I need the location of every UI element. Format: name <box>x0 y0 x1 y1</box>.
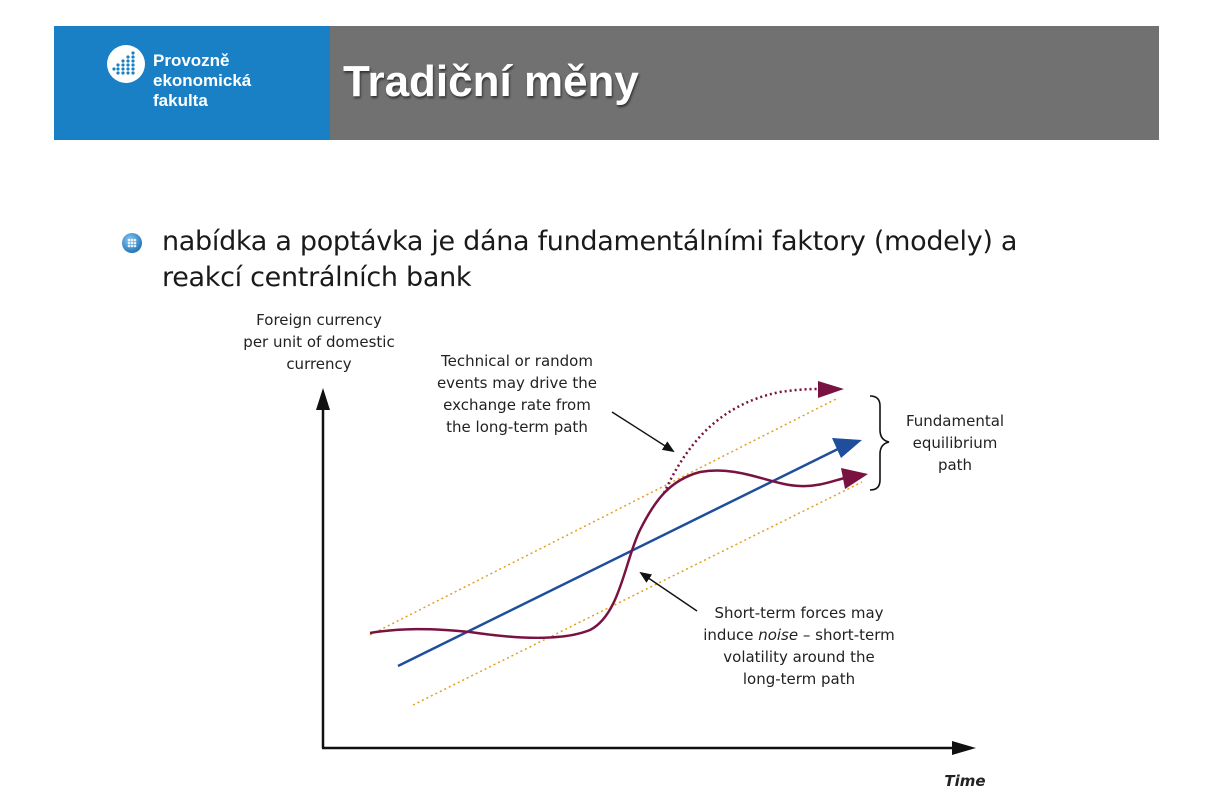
technical-note-pointer <box>611 411 675 453</box>
equilibrium-path-line <box>397 445 843 668</box>
faculty-name-line-2: ekonomická <box>153 71 252 90</box>
fundamental-label-line-2: equilibrium <box>913 434 998 452</box>
technical-note-line-3: exchange rate from <box>443 396 591 414</box>
y-axis-arrow-icon <box>316 388 330 410</box>
short-term-note-line-4: long-term path <box>743 670 855 688</box>
short-term-note-line-3: volatility around the <box>723 648 874 666</box>
deviation-path-arrow-icon <box>818 381 844 398</box>
technical-note-line-4: the long-term path <box>446 418 588 436</box>
deviation-path <box>662 387 823 494</box>
x-axis-label: Time <box>944 772 985 790</box>
bullet-line-1: nabídka a poptávka je dána fundamentální… <box>162 226 1018 257</box>
x-axis-arrow-icon <box>952 741 976 755</box>
title-bar: Tradiční měny <box>330 26 1159 140</box>
y-axis-label-line-1: Foreign currency <box>256 311 382 329</box>
short-term-note-noise: noise <box>758 626 803 644</box>
lower-band-line <box>412 481 863 706</box>
bullet-text: nabídka a poptávka je dána fundamentální… <box>162 224 1102 296</box>
technical-note-line-1: Technical or random <box>440 352 593 370</box>
short-term-note-pointer <box>639 571 698 612</box>
technical-note-line-2: events may drive the <box>437 374 597 392</box>
fundamental-label-line-1: Fundamental <box>906 412 1004 430</box>
bullet-line-2: reakcí centrálních bank <box>162 262 472 293</box>
faculty-logo-icon <box>107 45 145 83</box>
y-axis-label-line-3: currency <box>286 355 351 373</box>
y-axis-label-line-2: per unit of domestic <box>243 333 394 351</box>
faculty-name: Provozně ekonomická fakulta <box>153 51 251 111</box>
equilibrium-path-arrow-icon <box>832 438 862 458</box>
fundamental-label-line-3: path <box>938 456 972 474</box>
page-title: Tradiční měny <box>343 57 639 106</box>
short-term-note-line-1: Short-term forces may <box>714 604 883 622</box>
fundamental-brace-icon <box>869 395 890 491</box>
short-term-note-line-2: induce noise – short-term <box>703 626 894 644</box>
logo-block: Provozně ekonomická fakulta <box>54 26 330 140</box>
exchange-rate-path-arrow-icon <box>841 468 868 489</box>
short-term-note-induce: induce <box>703 626 758 644</box>
faculty-name-line-3: fakulta <box>153 91 208 110</box>
faculty-name-line-1: Provozně <box>153 51 230 70</box>
bullet-icon <box>122 233 142 253</box>
upper-band-line <box>369 397 839 636</box>
short-term-note-rest: – short-term <box>803 626 895 644</box>
exchange-rate-path <box>369 469 846 639</box>
